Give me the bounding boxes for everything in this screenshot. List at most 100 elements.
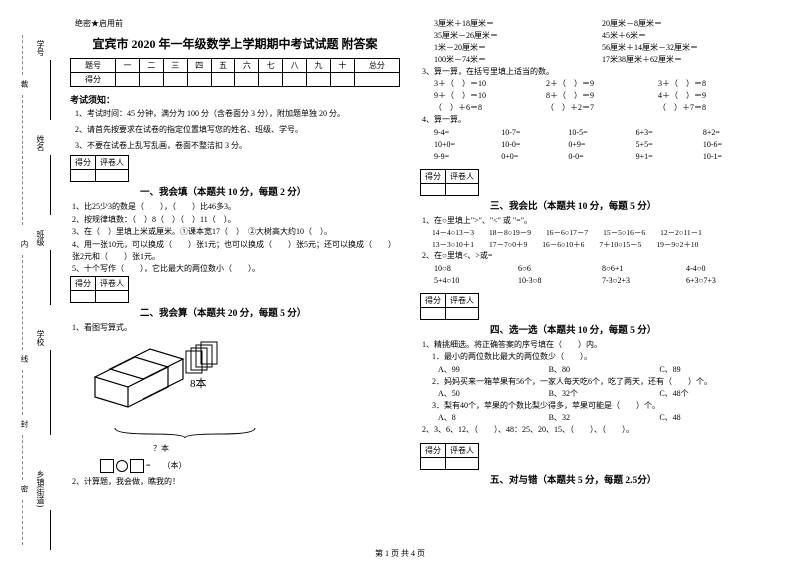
q-line: 1、在○里填上">"、"<" 或 "="。 [420,215,770,227]
score-box: 得分评卷人 [420,443,479,470]
eq-row: 9-9=0+0=0-0=9+1=10-1= [420,151,770,163]
eq-item: 100米－74米＝ [434,54,602,66]
td [163,73,187,87]
side-dashed [22,255,23,350]
sb-blank [71,170,96,182]
notice-heading: 考试须知： [70,93,400,106]
confidential-mark: 绝密★启用前 [70,18,400,29]
side-line [50,155,51,215]
eq-item: 0+0= [501,151,568,163]
sb-blank [421,307,446,319]
td [187,73,211,87]
label-xiangzhen: 乡镇(街道) [35,470,46,507]
table-row: 题号 一 二 三 四 五 六 七 八 九 十 总分 [71,59,400,73]
eq-row: 10+0=10-0=0+9=5+5=10-6= [420,139,770,151]
sb-c1: 得分 [421,293,446,307]
eq-row: 35厘米－26厘米＝45米＋6米＝ [420,30,770,42]
label-banji: 班级 [35,230,46,246]
q-line: 2、3、6、12、（ ）、48：25、20、15、（ ）、（ ）。 [420,424,770,436]
notice-item: 1、考试时间：45 分钟，满分为 100 分（含卷面分 3 分），附加题单独 2… [70,108,400,121]
sb-c1: 得分 [421,443,446,457]
mc-item: C、48个 [659,388,770,400]
equation-boxes: = （本） [100,459,400,473]
q-line: 张2元和（ ）张1元。 [70,251,400,263]
exam-title: 宜宾市 2020 年一年级数学上学期期中考试试题 附答案 [70,35,400,52]
eq-item: 7-3○2+3 [602,275,686,287]
sb-c2: 评卷人 [96,156,129,170]
td: 得分 [71,73,116,87]
cuboid-illustration: 8本 [90,339,400,421]
eq-item: 3厘米＋18厘米＝ [434,18,602,30]
side-char: 线 [19,355,30,363]
eq-item: 10-6= [703,139,770,151]
th: 八 [283,59,307,73]
score-box: 得分评卷人 [420,169,479,196]
td [307,73,331,87]
mc-item: A、99 [438,364,549,376]
section-5-title: 五、对与错（本题共 5 分，每题 2.5分） [420,472,770,486]
sub-q: 1．最小的两位数比最大的两位数少（ ）。 [420,351,770,363]
td [139,73,163,87]
blank-circle [116,460,128,472]
eq-item: 0+9= [568,139,635,151]
mc-item: B、80 [549,364,660,376]
q-line: 4、用一张10元，可以换成（ ）张1元；也可以换成（ ）张5元；还可以换成（ ） [70,239,400,251]
side-dashed [22,370,23,415]
sb-blank [421,457,446,469]
sb-c2: 评卷人 [446,169,479,183]
notice-item: 3、不要在试卷上乱写乱画，卷面不整洁扣 3 分。 [70,140,400,153]
sb-blank [71,290,96,302]
side-dashed [22,35,23,75]
eq-item: 20厘米－8厘米＝ [602,18,770,30]
side-dashed [22,95,23,225]
label-8ben: 8本 [190,376,207,390]
cmp-line: 13－3○10＋1 17－7○0＋9 16－6○10＋6 7＋10○15－5 1… [420,239,770,251]
mc-row: A、99B、80C、89 [420,364,770,376]
right-column: 3厘米＋18厘米＝20厘米－8厘米＝ 35厘米－26厘米＝45米＋6米＝ 1米－… [415,18,770,543]
sub-q: 3．梨有40个，苹果的个数比梨少得多，苹果可能是（ ）个。 [420,400,770,412]
td [330,73,354,87]
th: 四 [187,59,211,73]
eq-item: （ ）＋7＝8 [658,102,770,114]
eq-item: 10-5= [568,127,635,139]
eq-item: 5+4○10 [434,275,518,287]
mc-item: B、32个 [549,388,660,400]
td [259,73,283,87]
sb-c1: 得分 [71,276,96,290]
sb-c2: 评卷人 [446,443,479,457]
mc-item: A、8 [438,412,549,424]
eq-row: 9＋（ ）＝108＋（ ）＝94＋（ ）＝9 [420,90,770,102]
eq-item: 2＋（ ）＝9 [546,78,658,90]
side-char: 密 [19,485,30,493]
eq-item: 8+2= [703,127,770,139]
eq-item: 3＋（ ）＝8 [658,78,770,90]
score-box: 得分评卷人 [420,293,479,320]
eq-item: 35厘米－26厘米＝ [434,30,602,42]
sb-c1: 得分 [71,156,96,170]
table-row: 得分 [71,73,400,87]
eq-row: （ ）＋6＝8（ ）＋2＝7（ ）＋7＝8 [420,102,770,114]
eq-item: 8○6+1 [602,263,686,275]
th: 五 [211,59,235,73]
eq-item: 0-0= [568,151,635,163]
th: 九 [307,59,331,73]
eq-row: 10○86○68○6+14-4○0 [420,263,770,275]
q-line: 1、看图写算式。 [70,322,400,334]
side-line [50,510,51,550]
eq-item: 17米38厘米＋62厘米＝ [602,54,770,66]
score-table: 题号 一 二 三 四 五 六 七 八 九 十 总分 得分 [70,58,400,87]
side-line [50,350,51,435]
eq-item: 10+0= [434,139,501,151]
qmark-label: ？本 [70,443,250,455]
sb-blank [421,183,446,195]
sb-blank [96,170,129,182]
side-dashed [22,500,23,545]
side-char: 裁 [19,80,30,88]
eq-item: 9+1= [636,151,703,163]
brace-row [110,426,400,443]
eq-item: 10○8 [434,263,518,275]
eq-row: 1米－20厘米＝56厘米＋14厘米－32厘米＝ [420,42,770,54]
q-line: 3、在（ ）里填上米或厘米。①课本宽17（ ） ②大树高大约10（ ）。 [70,226,400,238]
cmp-line: 14－4○13－3 18－8○19－9 16－6○17－7 15－5○16－6 … [420,227,770,239]
eq-item: （ ）＋2＝7 [546,102,658,114]
